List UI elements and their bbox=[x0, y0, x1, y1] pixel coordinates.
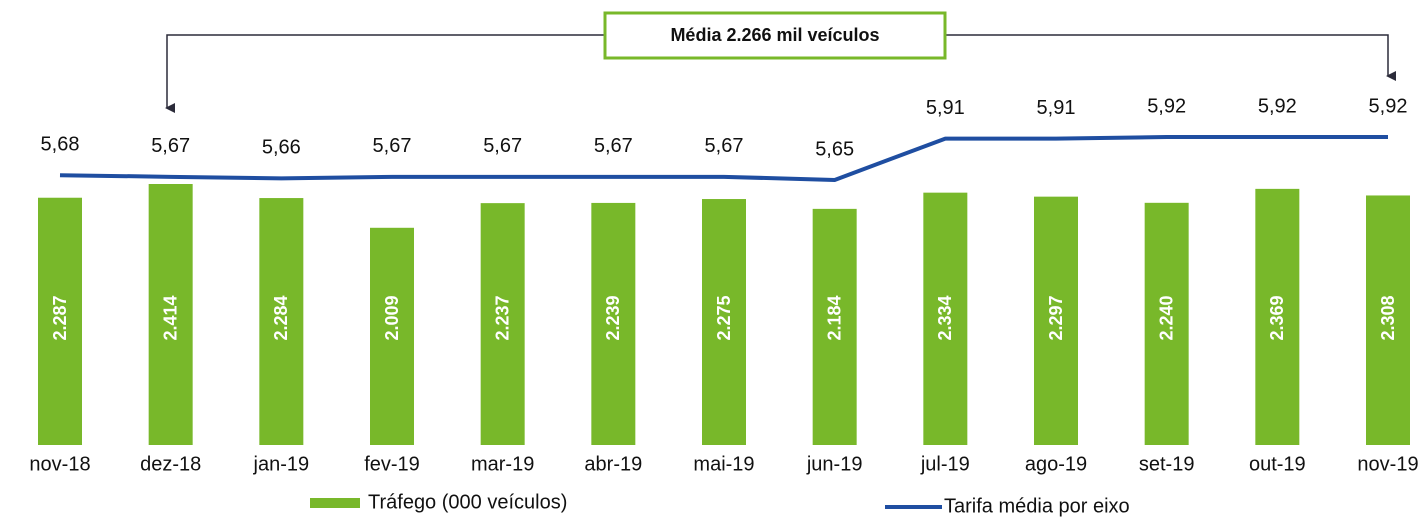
x-tick-label: jul-19 bbox=[920, 453, 970, 475]
line-value-label: 5,92 bbox=[1369, 95, 1408, 117]
line-value-label: 5,66 bbox=[262, 137, 301, 159]
bar bbox=[812, 208, 857, 445]
bar bbox=[1255, 188, 1300, 446]
line-value-label: 5,67 bbox=[594, 135, 633, 157]
bar bbox=[370, 227, 414, 445]
bar-value-label: 2.414 bbox=[160, 295, 180, 340]
bar bbox=[591, 202, 636, 445]
bar-value-label: 2.297 bbox=[1046, 295, 1066, 340]
bar bbox=[1034, 196, 1078, 445]
bar-value-label: 2.287 bbox=[50, 295, 70, 340]
line-value-label: 5,67 bbox=[373, 135, 412, 157]
annotation-arrow bbox=[165, 34, 605, 113]
annotation: Média 2.266 mil veículos bbox=[670, 25, 879, 45]
x-tick-label: mai-19 bbox=[693, 453, 754, 475]
line-value-label: 5,67 bbox=[151, 135, 190, 157]
x-tick-label: fev-19 bbox=[364, 453, 420, 475]
bar-value-label: 2.240 bbox=[1156, 295, 1176, 340]
x-tick-label: jan-19 bbox=[253, 453, 310, 475]
bar-value-label: 2.009 bbox=[382, 295, 402, 340]
bar-value-label: 2.237 bbox=[492, 295, 512, 340]
bar bbox=[923, 192, 968, 445]
bar bbox=[480, 203, 525, 445]
bar bbox=[148, 184, 193, 445]
bar-value-label: 2.334 bbox=[935, 295, 955, 340]
bar-value-label: 2.275 bbox=[714, 295, 734, 340]
line-value-label: 5,92 bbox=[1147, 95, 1186, 117]
legend-label: Tráfego (000 veículos) bbox=[368, 491, 567, 513]
line-value-label: 5,65 bbox=[815, 138, 854, 160]
bar-value-label: 2.308 bbox=[1378, 295, 1398, 340]
annotation-arrow bbox=[945, 34, 1396, 81]
line-value-label: 5,91 bbox=[1037, 97, 1076, 119]
bar-value-label: 2.184 bbox=[824, 295, 844, 340]
bar bbox=[1144, 202, 1189, 445]
x-tick-label: dez-18 bbox=[140, 453, 201, 475]
bar bbox=[259, 198, 304, 445]
bar-value-label: 2.239 bbox=[603, 295, 623, 340]
line-value-label: 5,68 bbox=[41, 134, 80, 156]
line bbox=[59, 135, 1388, 182]
x-tick-label: ago-19 bbox=[1025, 453, 1087, 475]
x-tick-label: nov-18 bbox=[29, 453, 90, 475]
line-value-label: 5,92 bbox=[1258, 95, 1297, 117]
legend-swatch bbox=[310, 498, 360, 508]
line-value-label: 5,67 bbox=[483, 135, 522, 157]
bar bbox=[38, 197, 82, 445]
bar bbox=[702, 199, 746, 445]
line-value-label: 5,91 bbox=[926, 97, 965, 119]
line-value-label: 5,67 bbox=[705, 135, 744, 157]
x-tick-label: mar-19 bbox=[471, 453, 534, 475]
legend-label: Tarifa média por eixo bbox=[944, 495, 1130, 517]
x-tick-label: abr-19 bbox=[584, 453, 642, 475]
bar-value-label: 2.369 bbox=[1267, 295, 1287, 340]
annotation-box bbox=[603, 11, 947, 60]
x-tick-label: nov-19 bbox=[1357, 453, 1418, 475]
x-tick-label: out-19 bbox=[1249, 453, 1306, 475]
x-tick-label: set-19 bbox=[1139, 453, 1195, 475]
x-tick-label: jun-19 bbox=[806, 453, 863, 475]
bar bbox=[1366, 195, 1410, 445]
bar-value-label: 2.284 bbox=[271, 295, 291, 340]
